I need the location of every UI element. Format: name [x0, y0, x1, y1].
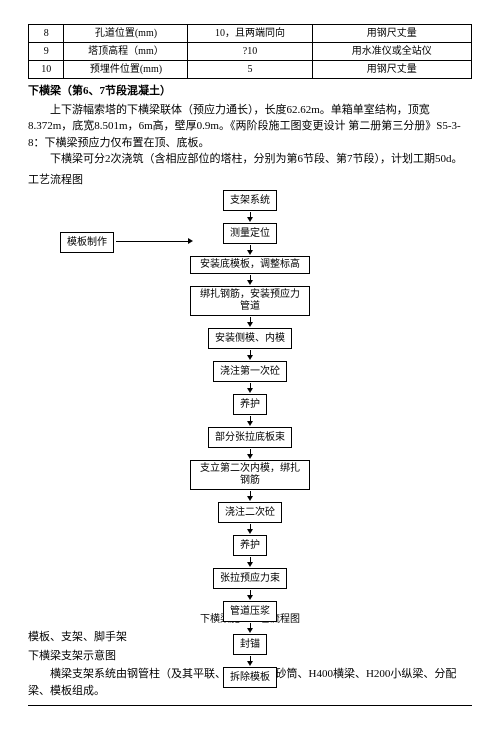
arrow-down-icon — [247, 491, 253, 501]
cell-n: 10 — [29, 61, 64, 79]
cell-b: 10，且两端同向 — [188, 25, 312, 43]
flowchart: 模板制作 支架系统测量定位安装底模板，调整标高绑扎钢筋，安装预应力管道安装侧模、… — [28, 190, 472, 610]
cell-a: 孔道位置(mm) — [64, 25, 188, 43]
arrow-down-icon — [247, 557, 253, 567]
cell-b: ?10 — [188, 43, 312, 61]
cell-n: 8 — [29, 25, 64, 43]
arrow-down-icon — [247, 590, 253, 600]
flow-connector — [116, 241, 190, 242]
flow-node: 浇注二次砼 — [218, 502, 282, 523]
flow-node: 浇注第一次砼 — [213, 361, 287, 382]
flow-column: 支架系统测量定位安装底模板，调整标高绑扎钢筋，安装预应力管道安装侧模、内模浇注第… — [180, 190, 320, 688]
flow-node: 张拉预应力束 — [213, 568, 287, 589]
flow-side-node: 模板制作 — [60, 232, 114, 253]
paragraph: 下横梁可分2次浇筑（含相应部位的塔柱，分别为第6节段、第7节段），计划工期50d… — [28, 151, 472, 168]
arrow-down-icon — [247, 524, 253, 534]
cell-c: 用钢尺丈量 — [312, 61, 472, 79]
arrow-down-icon — [247, 383, 253, 393]
cell-b: 5 — [188, 61, 312, 79]
arrow-down-icon — [247, 245, 253, 255]
flow-node: 部分张拉底板束 — [208, 427, 292, 448]
section-heading: 下横梁（第6、7节段混凝土） — [28, 83, 472, 100]
arrow-down-icon — [247, 317, 253, 327]
flow-node: 安装底模板，调整标高 — [190, 256, 310, 274]
arrow-down-icon — [247, 350, 253, 360]
table-row: 10 预埋件位置(mm) 5 用钢尺丈量 — [29, 61, 472, 79]
flow-node: 支立第二次内模，绑扎钢筋 — [190, 460, 310, 490]
arrow-down-icon — [247, 623, 253, 633]
flow-node: 拆除模板 — [223, 667, 277, 688]
arrow-down-icon — [247, 275, 253, 285]
flow-node: 养护 — [233, 394, 267, 415]
cell-a: 塔顶高程（mm） — [64, 43, 188, 61]
flow-node: 绑扎钢筋，安装预应力管道 — [190, 286, 310, 316]
flow-node: 支架系统 — [223, 190, 277, 211]
arrow-down-icon — [247, 449, 253, 459]
flow-node: 管道压浆 — [223, 601, 277, 622]
flow-node: 养护 — [233, 535, 267, 556]
flow-node: 测量定位 — [223, 223, 277, 244]
cell-n: 9 — [29, 43, 64, 61]
arrow-down-icon — [247, 416, 253, 426]
spec-table: 8 孔道位置(mm) 10，且两端同向 用钢尺丈量 9 塔顶高程（mm） ?10… — [28, 24, 472, 79]
cell-a: 预埋件位置(mm) — [64, 61, 188, 79]
flow-node: 安装侧模、内模 — [208, 328, 292, 349]
arrow-down-icon — [247, 656, 253, 666]
table-row: 8 孔道位置(mm) 10，且两端同向 用钢尺丈量 — [29, 25, 472, 43]
cell-c: 用水准仪或全站仪 — [312, 43, 472, 61]
paragraph: 上下游幅索塔的下横梁联体（预应力通长），长度62.62m。单箱单室结构，顶宽8.… — [28, 102, 472, 152]
table-row: 9 塔顶高程（mm） ?10 用水准仪或全站仪 — [29, 43, 472, 61]
cell-c: 用钢尺丈量 — [312, 25, 472, 43]
flow-node: 封锚 — [233, 634, 267, 655]
flow-label: 工艺流程图 — [28, 172, 472, 189]
arrow-down-icon — [247, 212, 253, 222]
